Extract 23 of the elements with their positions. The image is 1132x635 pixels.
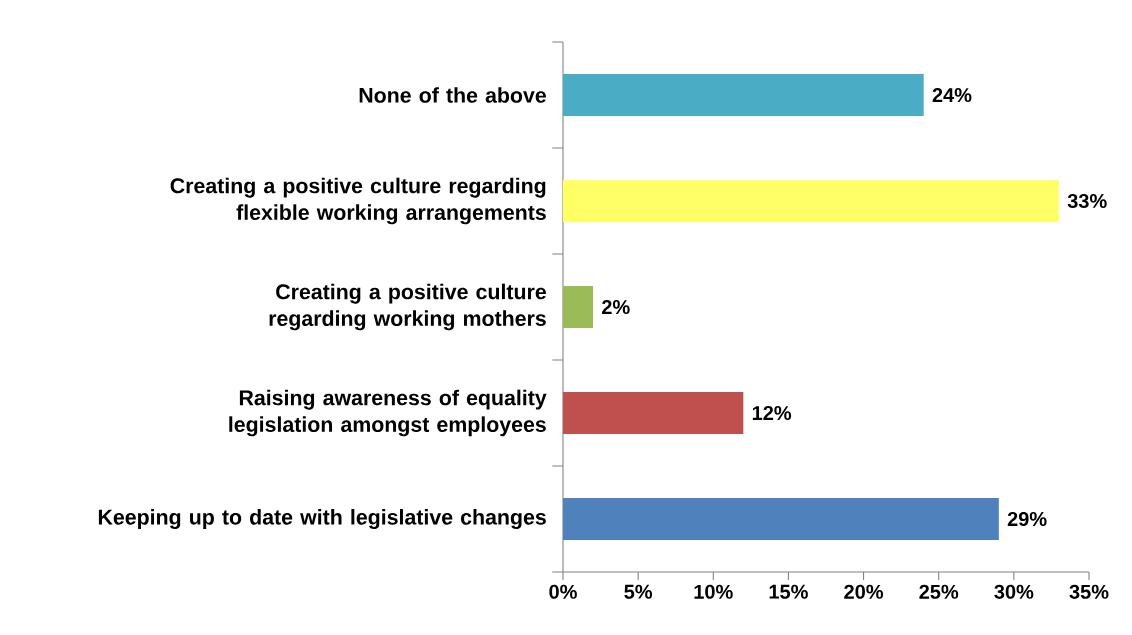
y-tick-label: Raising awareness of equality legislation amongst employees <box>229 389 547 437</box>
y-tick-label: None of the above <box>359 87 546 103</box>
x-tick-label: 20% <box>844 584 884 599</box>
x-tick-label: 35% <box>1069 584 1109 599</box>
x-tick-label: 10% <box>694 584 733 599</box>
data-label: 12% <box>752 405 792 421</box>
data-label: 24% <box>932 87 972 103</box>
bar <box>563 497 999 540</box>
x-tick-label: 0% <box>549 584 577 599</box>
x-tick-label: 25% <box>919 584 959 599</box>
x-tick-label: 5% <box>624 584 653 599</box>
bar <box>563 285 594 328</box>
y-tick-label: Keeping up to date with legislative changes <box>98 509 546 529</box>
x-tick-label: 30% <box>994 584 1034 599</box>
x-tick-label: 15% <box>769 584 808 599</box>
data-label: 2% <box>602 299 630 315</box>
bar <box>563 391 744 434</box>
data-label: 29% <box>1007 511 1047 527</box>
y-tick-label: Creating a positive culture regarding working mothers <box>269 283 546 331</box>
y-tick-label: Creating a positive culture regarding flexible working arrangements <box>170 177 546 225</box>
bar <box>563 180 1059 222</box>
data-label: 33% <box>1067 193 1107 209</box>
bar <box>563 74 924 116</box>
